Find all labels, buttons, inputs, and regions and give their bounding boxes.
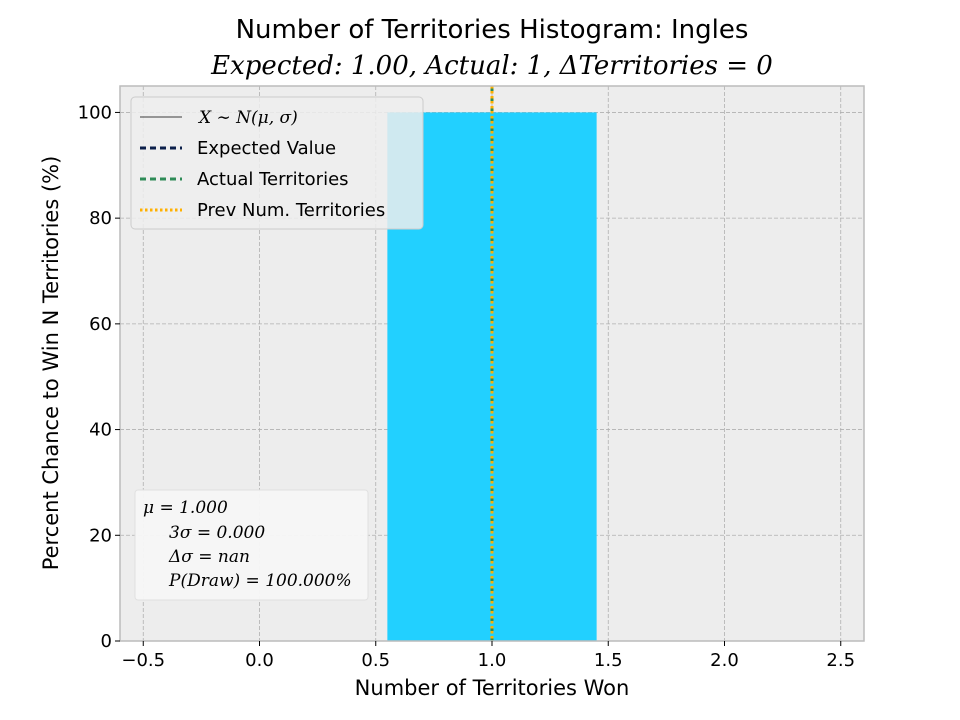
y-tick-label: 100 bbox=[78, 102, 112, 123]
y-tick-label: 40 bbox=[89, 420, 112, 441]
x-axis-ticks: −0.5 0.0 0.5 1.0 1.5 2.0 2.5 bbox=[121, 641, 855, 671]
y-tick-label: 60 bbox=[89, 314, 112, 335]
y-axis-label: Percent Chance to Win N Territories (%) bbox=[39, 156, 63, 571]
y-axis-ticks: 0 20 40 60 80 100 bbox=[78, 102, 120, 652]
chart-subtitle: Expected: 1.00, Actual: 1, ΔTerritories … bbox=[210, 51, 773, 81]
stats-box: μ = 1.000 3σ = 0.000 Δσ = nan P(Draw) = … bbox=[134, 489, 369, 601]
legend-label: X ∼ N(μ, σ) bbox=[197, 108, 298, 128]
y-tick-label: 0 bbox=[101, 631, 112, 652]
stats-delta-sigma: Δσ = nan bbox=[168, 547, 250, 567]
stats-p-draw: P(Draw) = 100.000% bbox=[168, 571, 352, 591]
x-axis-label: Number of Territories Won bbox=[355, 676, 630, 700]
legend-label: Expected Value bbox=[197, 138, 336, 159]
chart-title: Number of Territories Histogram: Ingles bbox=[236, 15, 749, 45]
stats-mu: μ = 1.000 bbox=[143, 498, 228, 518]
x-tick-label: 0.5 bbox=[361, 650, 390, 671]
x-tick-label: 1.5 bbox=[594, 650, 623, 671]
legend-entries: X ∼ N(μ, σ) Expected Value Actual Territor… bbox=[140, 108, 385, 221]
y-tick-label: 80 bbox=[89, 208, 112, 229]
stats-three-sigma: 3σ = 0.000 bbox=[169, 523, 265, 543]
legend: X ∼ N(μ, σ) Expected Value Actual Territor… bbox=[130, 96, 424, 230]
legend-label: Prev Num. Territories bbox=[197, 200, 385, 221]
legend-label: Actual Territories bbox=[197, 169, 349, 190]
x-tick-label: −0.5 bbox=[121, 650, 165, 671]
x-tick-label: 1.0 bbox=[478, 650, 507, 671]
x-tick-label: 2.0 bbox=[710, 650, 739, 671]
x-tick-label: 2.5 bbox=[826, 650, 855, 671]
stats-box-background bbox=[134, 489, 369, 601]
legend-box bbox=[130, 96, 424, 230]
y-tick-label: 20 bbox=[89, 525, 112, 546]
x-tick-label: 0.0 bbox=[245, 650, 274, 671]
